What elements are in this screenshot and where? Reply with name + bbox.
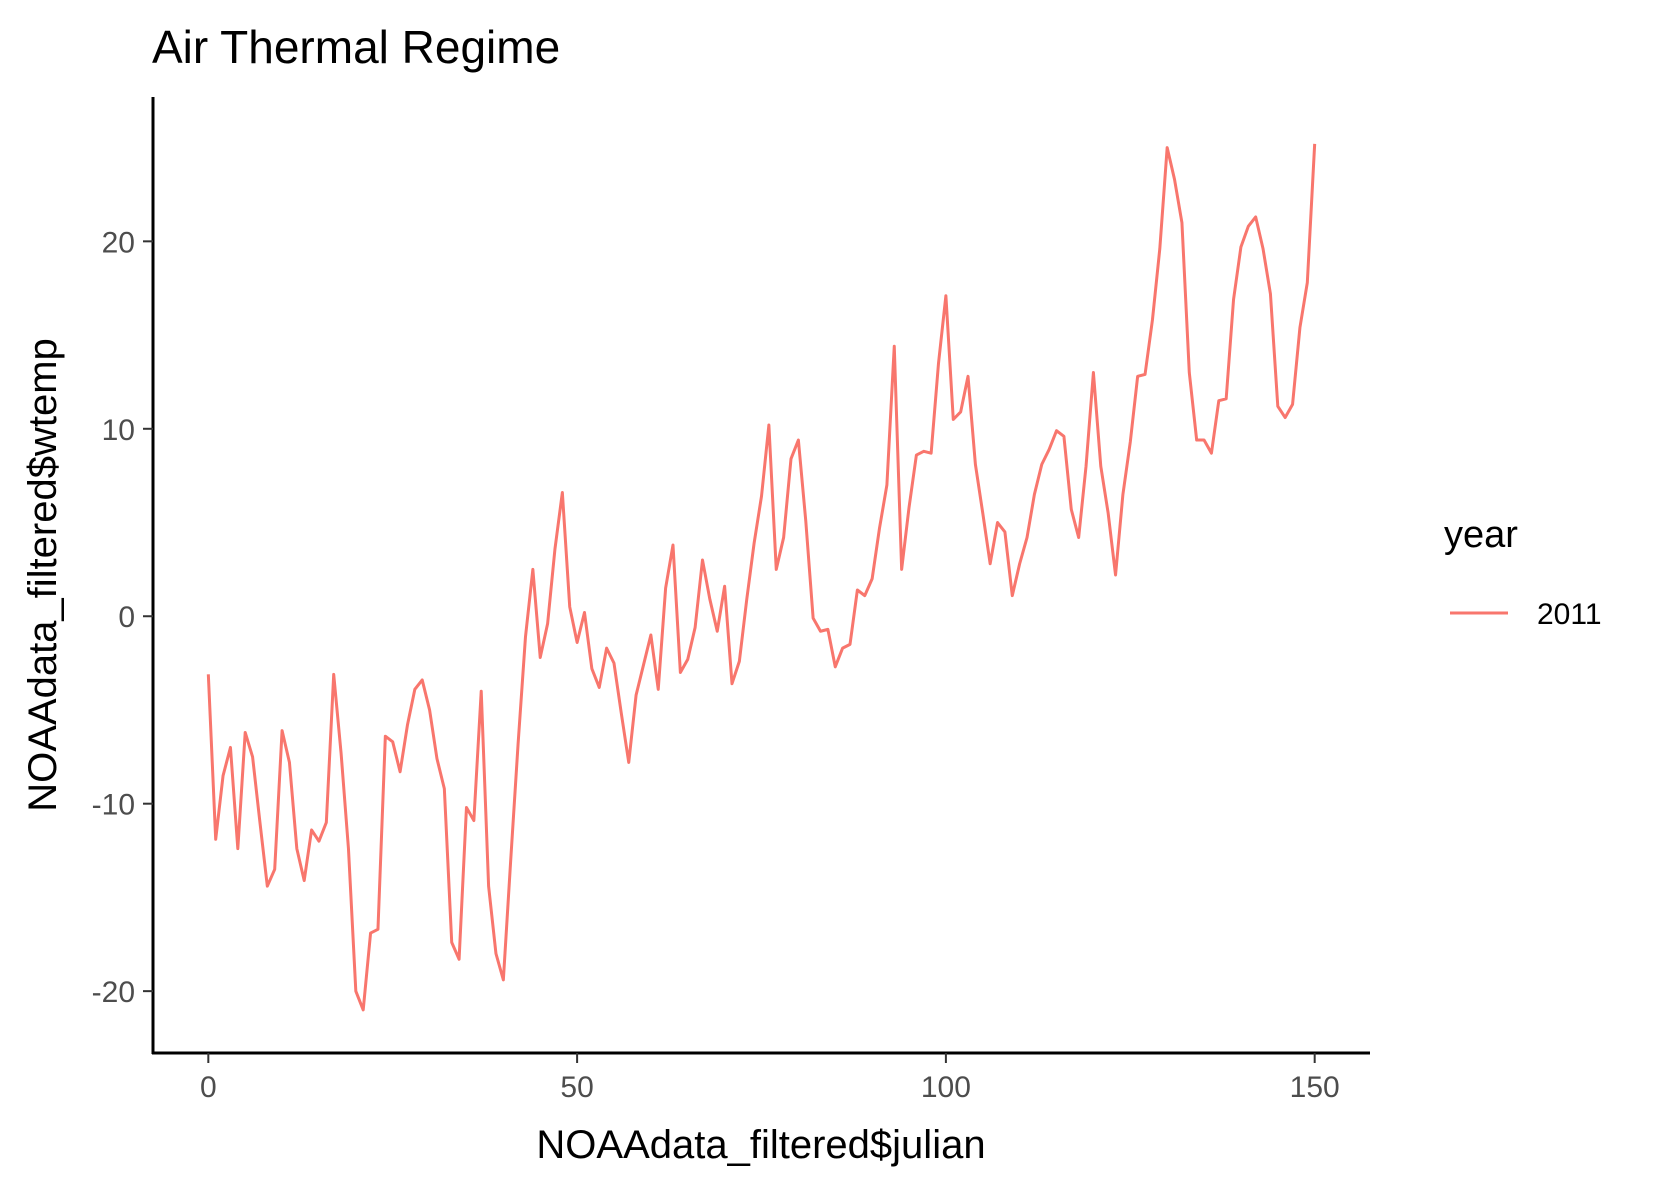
legend-title: year <box>1444 514 1518 556</box>
chart-title: Air Thermal Regime <box>152 21 560 73</box>
x-axis-title: NOAAdata_filtered$julian <box>536 1123 985 1167</box>
y-tick-label: 0 <box>118 601 135 634</box>
y-tick-label: -20 <box>92 976 135 1009</box>
x-tick-label: 0 <box>200 1071 217 1104</box>
x-tick-label: 50 <box>560 1071 593 1104</box>
legend: year 2011 <box>1444 514 1602 631</box>
x-tick-label: 100 <box>921 1071 971 1104</box>
series-line-2011 <box>206 143 1317 1012</box>
series-layer <box>206 143 1317 1012</box>
y-ticks: -20 -10 0 10 20 <box>92 226 153 1009</box>
y-tick-label: 10 <box>102 414 135 447</box>
y-axis-title: NOAAdata_filtered$wtemp <box>21 338 65 812</box>
y-tick-label: 20 <box>102 226 135 259</box>
plot-area: 0 50 100 150 -20 -10 0 10 20 <box>92 97 1370 1104</box>
legend-label-2011: 2011 <box>1537 598 1602 631</box>
x-tick-label: 150 <box>1290 1071 1340 1104</box>
x-ticks: 0 50 100 150 <box>200 1053 1340 1104</box>
y-tick-label: -10 <box>92 789 135 822</box>
